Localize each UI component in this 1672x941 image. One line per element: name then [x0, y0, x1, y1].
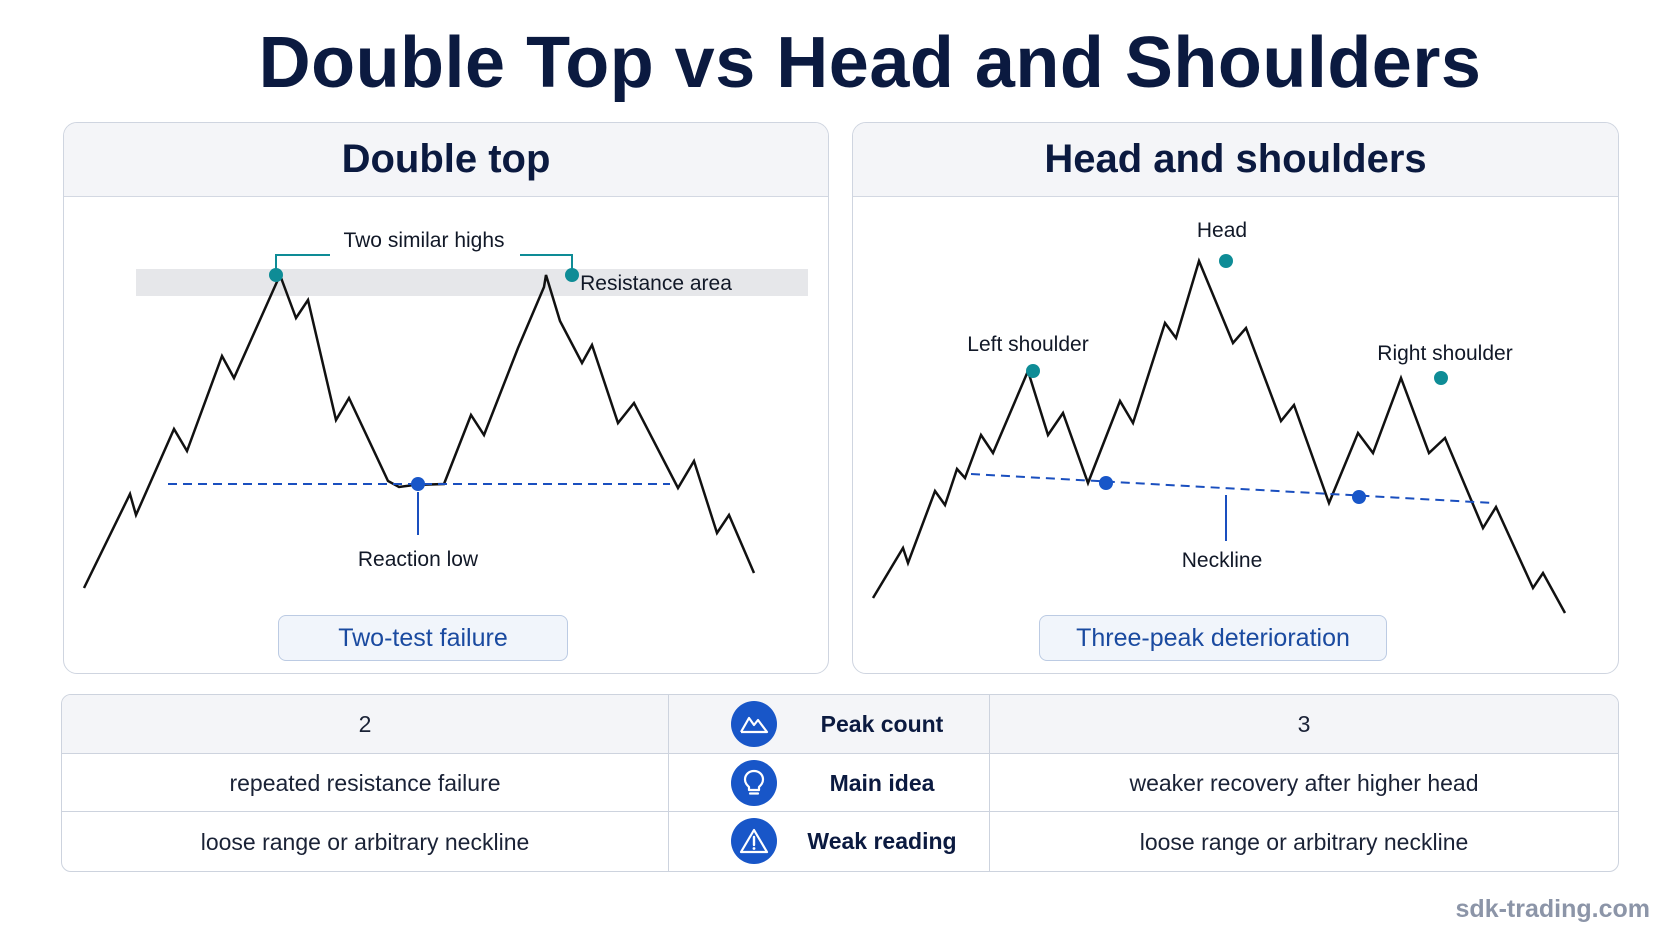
- page-title: Double Top vs Head and Shoulders: [258, 23, 1482, 103]
- neckline-low-marker-right: [1352, 490, 1366, 504]
- head-and-shoulders-heading: Head and shoulders: [853, 123, 1618, 197]
- two-test-failure-pill: Two-test failure: [278, 615, 568, 661]
- double-top-weak-reading: loose range or arbitrary neckline: [62, 812, 669, 871]
- criterion-label: Peak count: [820, 710, 944, 737]
- head-and-shoulders-main-idea: weaker recovery after higher head: [1129, 769, 1479, 796]
- head-label: Head: [1197, 219, 1247, 242]
- three-peak-deterioration-pill: Three-peak deterioration: [1039, 615, 1387, 661]
- double-top-diagram: Two similar highs Resistance area Reacti…: [82, 229, 808, 589]
- reaction-low-marker: [411, 477, 425, 491]
- reaction-low-label: Reaction low: [358, 548, 479, 571]
- two-similar-highs-label: Two similar highs: [343, 229, 504, 252]
- head-and-shoulders-price-line: [871, 257, 1567, 614]
- criterion-cell: Peak count: [669, 695, 990, 753]
- table-row: 2 Peak count 3: [62, 695, 1618, 753]
- double-top-price-line: [82, 271, 756, 589]
- warning-triangle-icon: [731, 818, 777, 864]
- right-shoulder-label: Right shoulder: [1377, 342, 1512, 365]
- neckline-label: Neckline: [1182, 549, 1263, 572]
- double-top-peak-count: 2: [62, 695, 669, 753]
- head-and-shoulders-diagram: Head Left shoulder Right shoulder Neckli…: [871, 219, 1567, 614]
- left-shoulder-marker: [1026, 364, 1040, 378]
- head-and-shoulders-peak-count: 3: [1297, 710, 1311, 737]
- criterion-cell: Weak reading: [669, 812, 990, 871]
- lightbulb-icon: [731, 760, 777, 806]
- head-marker: [1219, 254, 1233, 268]
- site-watermark: sdk-trading.com: [1455, 895, 1650, 923]
- criterion-label: Main idea: [829, 769, 935, 796]
- criterion-cell: Main idea: [669, 754, 990, 812]
- double-top-panel: Double top Two similar highs Resistance …: [63, 122, 829, 674]
- resistance-area-band: [136, 269, 808, 296]
- table-row: repeated resistance failure Main idea we…: [62, 753, 1618, 812]
- right-shoulder-marker: [1434, 371, 1448, 385]
- highs-bracket-right: [520, 254, 573, 271]
- criterion-label: Weak reading: [807, 827, 957, 854]
- neckline-low-marker-left: [1099, 476, 1113, 490]
- first-high-marker: [269, 268, 283, 282]
- comparison-table: 2 Peak count 3 repeated resistance failu…: [61, 694, 1619, 872]
- double-top-heading: Double top: [64, 123, 828, 197]
- head-and-shoulders-weak-reading: loose range or arbitrary neckline: [1139, 828, 1469, 855]
- mountain-peak-icon: [731, 701, 777, 747]
- neckline-dashed-line: [970, 473, 1494, 504]
- head-and-shoulders-panel: Head and shoulders Head Left shoulder Ri…: [852, 122, 1619, 674]
- left-shoulder-label: Left shoulder: [967, 333, 1088, 356]
- second-high-marker: [565, 268, 579, 282]
- highs-bracket-left: [275, 254, 330, 271]
- resistance-area-label: Resistance area: [580, 272, 732, 295]
- table-row: loose range or arbitrary neckline Weak r…: [62, 811, 1618, 871]
- double-top-main-idea: repeated resistance failure: [62, 754, 669, 812]
